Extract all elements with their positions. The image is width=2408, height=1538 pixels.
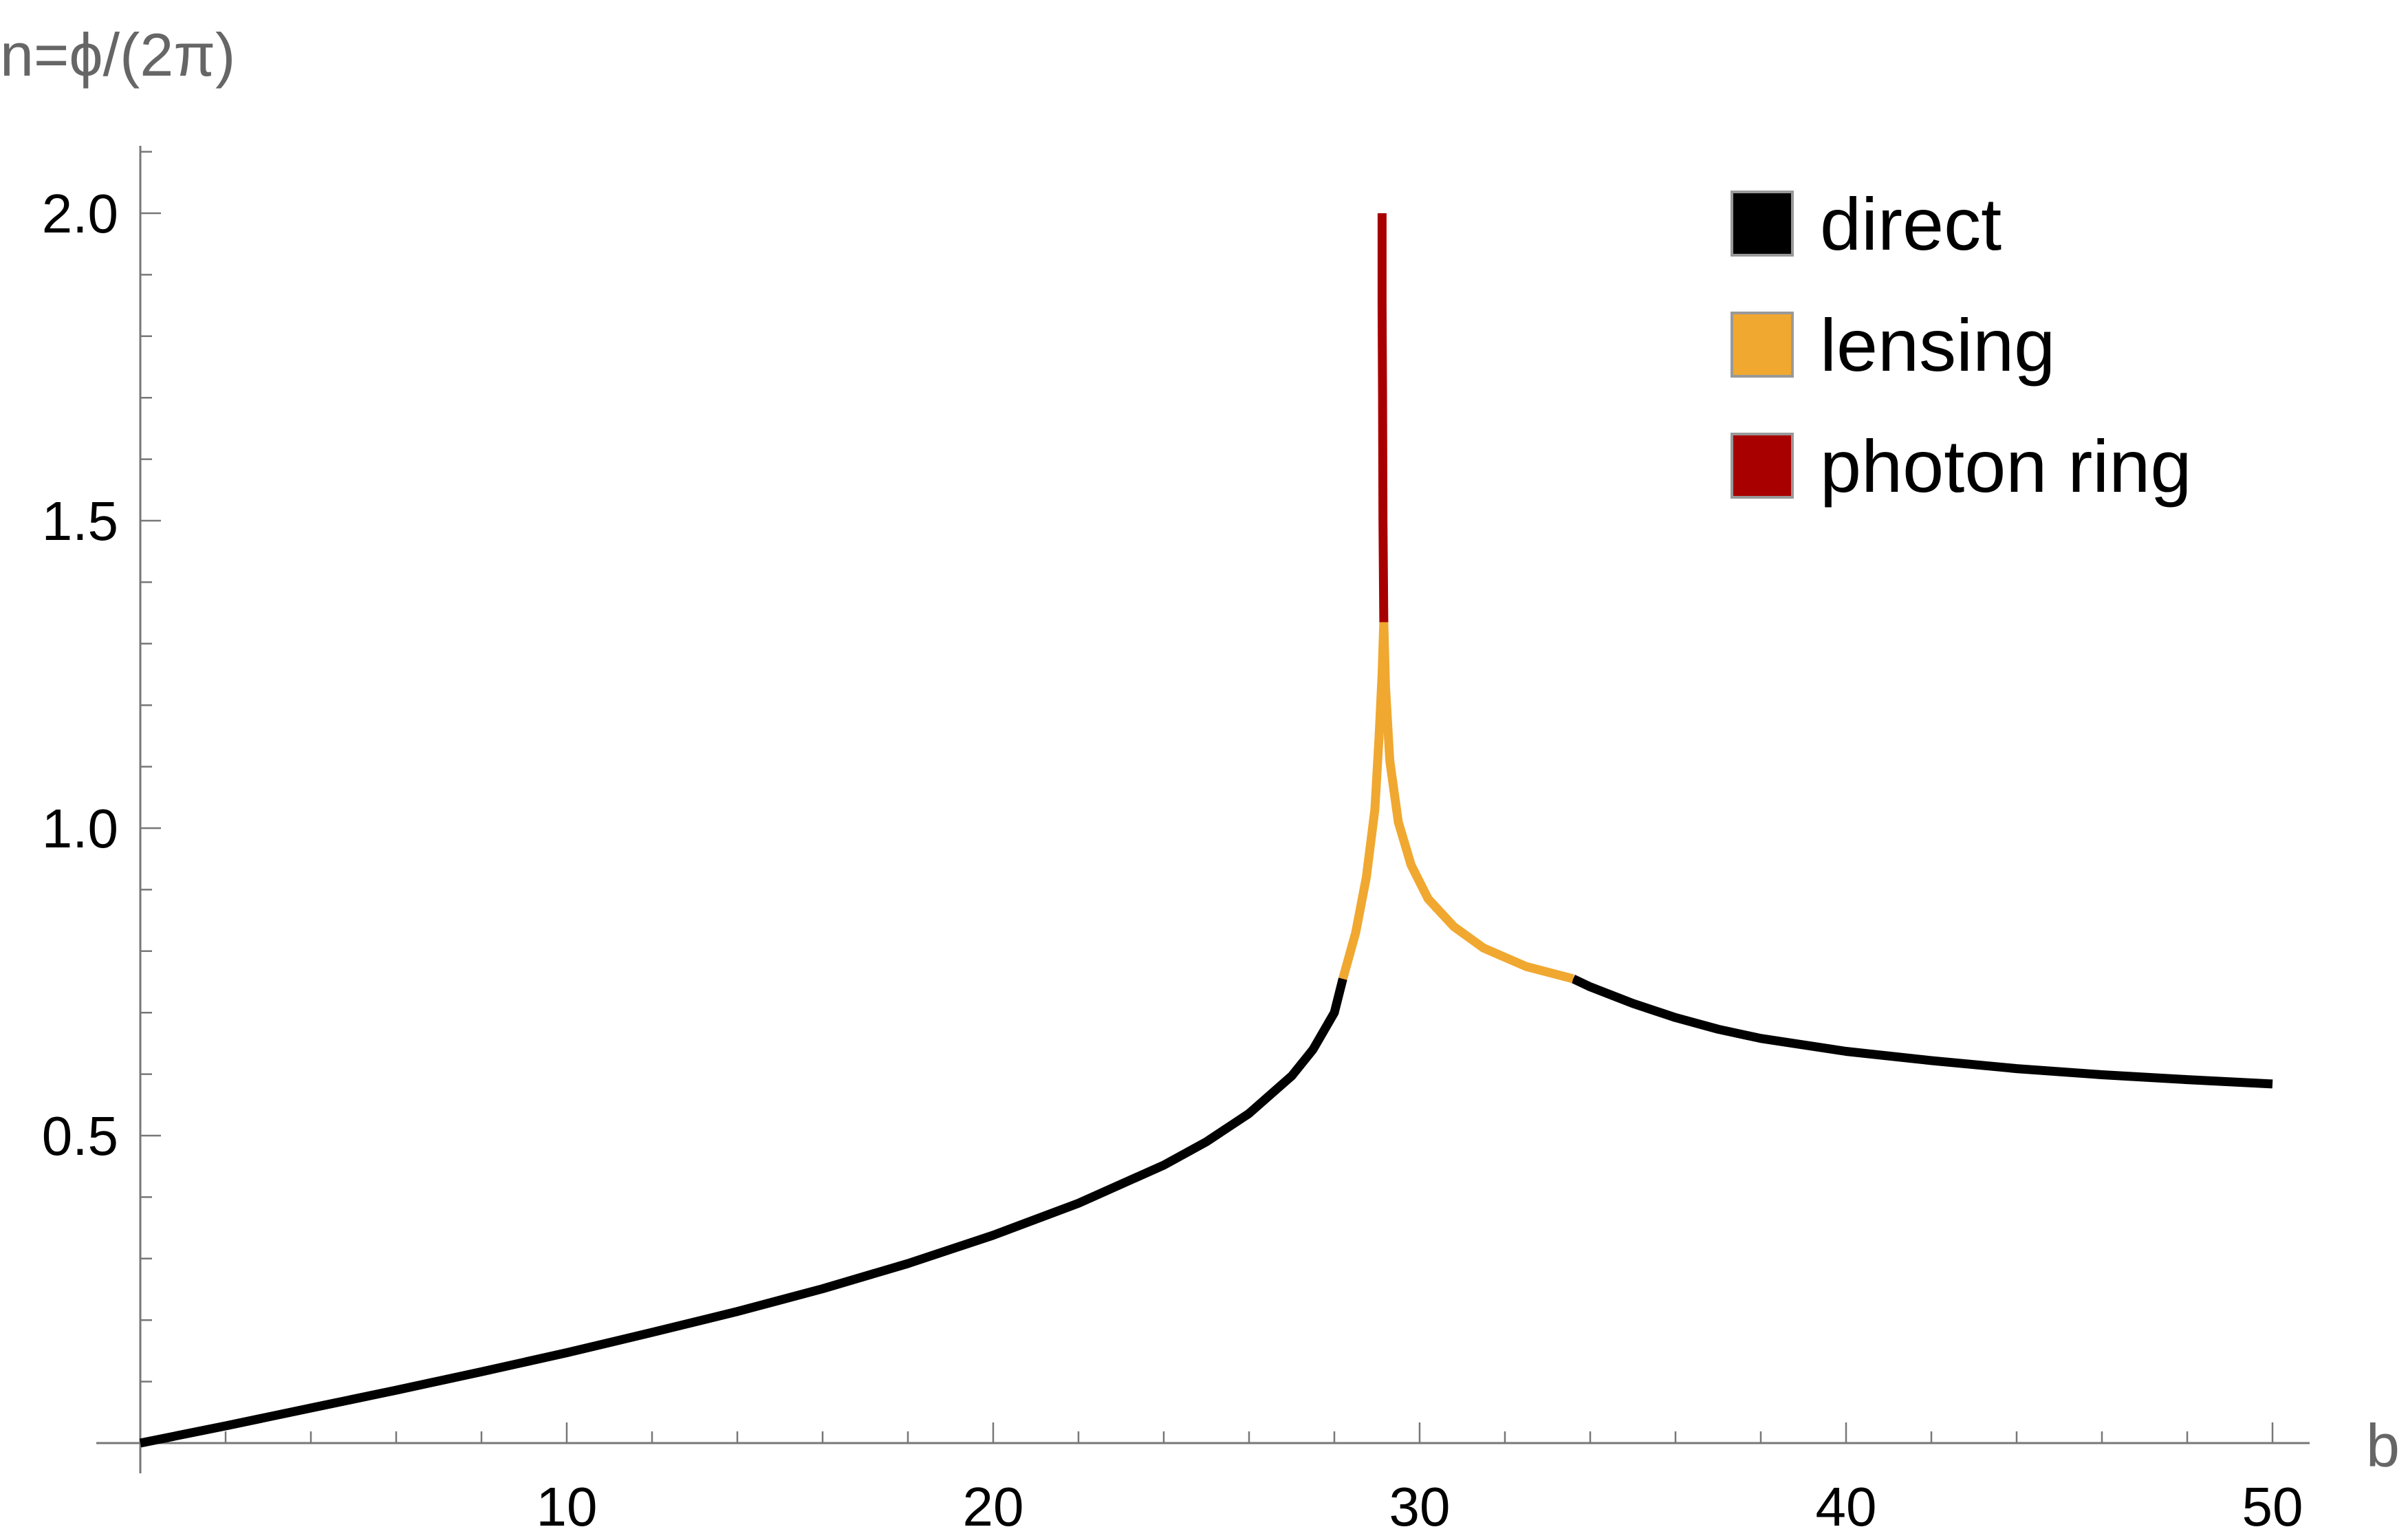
x-tick-label: 30 — [1389, 1476, 1451, 1537]
x-tick-label: 10 — [536, 1476, 598, 1537]
legend: direct lensing photon ring — [1731, 182, 2191, 508]
series-lensing — [1338, 622, 1574, 984]
y-tick-label: 1.5 — [42, 490, 118, 552]
legend-label: lensing — [1820, 303, 2055, 387]
legend-swatch — [1731, 191, 1794, 257]
series-line — [139, 977, 1347, 1448]
series-line — [1377, 213, 1389, 622]
series-direct — [139, 975, 2273, 1448]
legend-swatch — [1731, 312, 1794, 378]
series-photon-ring — [1377, 213, 1389, 622]
series-line — [1571, 975, 2273, 1089]
series-line — [1338, 622, 1389, 980]
series-layer — [139, 213, 2273, 1448]
legend-label: photon ring — [1820, 424, 2191, 508]
y-tick-label: 0.5 — [42, 1105, 118, 1167]
x-tick-label: 20 — [963, 1476, 1024, 1537]
series-line — [1379, 622, 1574, 984]
x-tick-label: 40 — [1816, 1476, 1877, 1537]
y-tick-label: 2.0 — [42, 183, 118, 244]
x-axis-label: b — [2366, 1411, 2400, 1480]
legend-swatch — [1731, 433, 1794, 499]
legend-label: direct — [1820, 182, 2002, 266]
x-tick-label: 50 — [2242, 1476, 2303, 1537]
axes: 10 20 30 40 50 0.5 1.0 1.5 2.0 — [42, 146, 2310, 1537]
y-tick-label: 1.0 — [42, 798, 118, 859]
y-axis-label: n=ϕ/(2π) — [0, 21, 235, 89]
